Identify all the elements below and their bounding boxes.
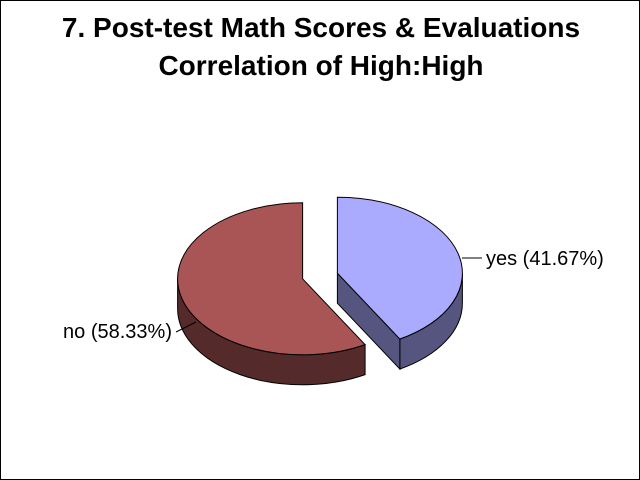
pie-label-no: no (58.33%) [63, 321, 172, 343]
pie-slice-yes [336, 196, 463, 340]
pie-labels: yes (41.67%) no (58.33%) [63, 248, 604, 343]
pie-leader-no [175, 321, 197, 333]
chart-title: 7. Post-test Math Scores & Evaluations C… [1, 9, 640, 85]
chart-title-line-1: 7. Post-test Math Scores & Evaluations [61, 12, 581, 43]
pie-tops [177, 196, 463, 356]
pie-slice-no [177, 202, 366, 356]
pie-label-yes: yes (41.67%) [486, 248, 604, 270]
chart-title-line-2: Correlation of High:High [158, 50, 484, 81]
